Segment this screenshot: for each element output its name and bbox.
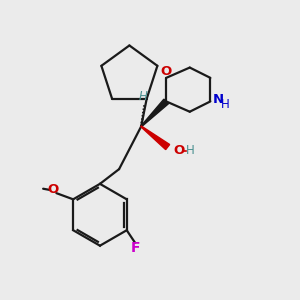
Text: O: O xyxy=(160,65,172,78)
Text: H: H xyxy=(186,144,195,157)
Text: H: H xyxy=(139,91,148,103)
Polygon shape xyxy=(141,126,170,150)
Text: H: H xyxy=(221,98,230,111)
Text: O: O xyxy=(173,144,184,157)
Text: F: F xyxy=(131,242,140,256)
Text: O: O xyxy=(47,183,59,196)
Text: N: N xyxy=(213,93,224,106)
Polygon shape xyxy=(141,99,169,127)
